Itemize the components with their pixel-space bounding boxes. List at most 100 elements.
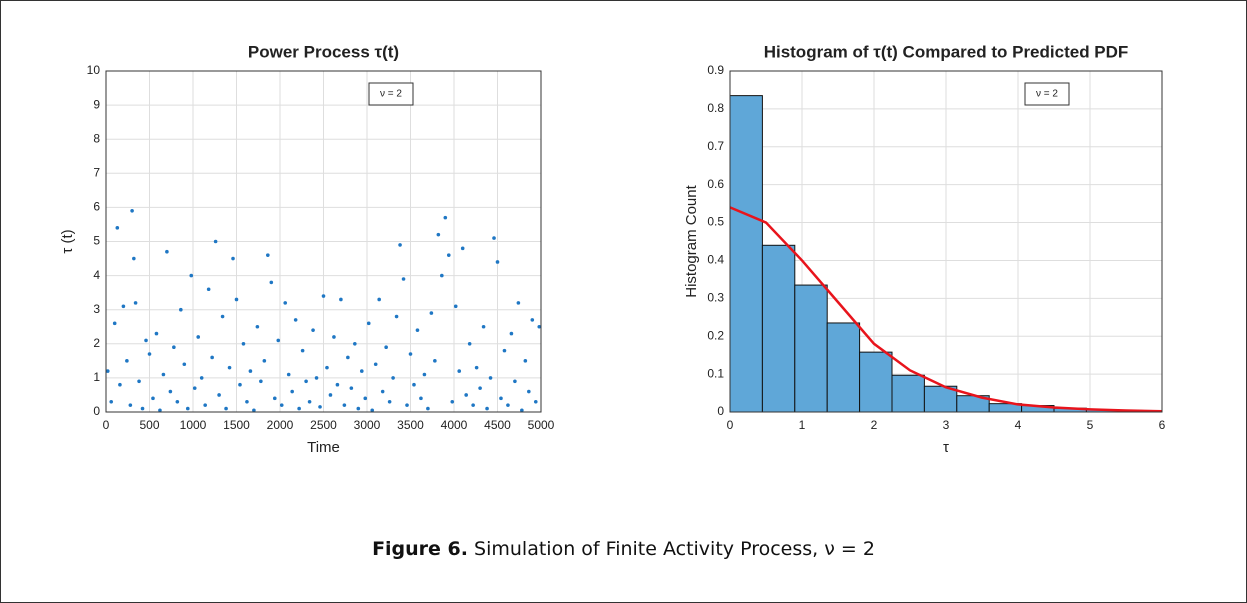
- point: [450, 399, 455, 404]
- y-tick-label: 0.5: [707, 215, 724, 229]
- point: [137, 379, 141, 384]
- histogram-bar: [826, 322, 861, 413]
- point: [346, 355, 350, 360]
- pdf-curve: [729, 206, 1163, 413]
- y-tick-label: 0: [93, 404, 100, 418]
- point: [429, 311, 434, 315]
- y-tick-label: 0.7: [707, 139, 724, 153]
- figure-caption: Figure 6. Simulation of Finite Activity …: [0, 538, 1247, 560]
- point: [408, 352, 413, 356]
- point: [366, 321, 371, 326]
- point: [412, 382, 416, 387]
- y-tick-label: 0.1: [707, 366, 724, 380]
- point: [133, 301, 138, 305]
- point: [436, 232, 441, 237]
- y-tick-label: 9: [93, 97, 100, 111]
- point: [342, 403, 347, 407]
- point: [471, 403, 475, 407]
- x-tick-label: 3000: [354, 418, 381, 432]
- point: [196, 335, 201, 339]
- point: [168, 389, 173, 394]
- point: [238, 382, 242, 387]
- chart-title: Power Process τ(t): [248, 42, 399, 61]
- point: [158, 408, 162, 413]
- y-tick-label: 4: [93, 268, 100, 282]
- annotation-box: [368, 82, 414, 106]
- x-tick-label: 5000: [528, 418, 555, 432]
- histogram-bar: [891, 374, 925, 413]
- point: [189, 273, 194, 278]
- point: [464, 393, 468, 397]
- y-tick-label: 0.8: [707, 101, 724, 115]
- point: [128, 403, 133, 407]
- x-tick-label: 0: [727, 418, 734, 432]
- point: [241, 342, 246, 346]
- point: [109, 399, 114, 404]
- point: [213, 239, 218, 244]
- point: [286, 372, 291, 377]
- point: [485, 406, 489, 411]
- point: [297, 406, 301, 411]
- y-tick-label: 2: [93, 336, 100, 350]
- point: [245, 399, 249, 404]
- point: [422, 372, 427, 377]
- point: [474, 365, 479, 370]
- point: [118, 382, 122, 387]
- point: [492, 236, 496, 240]
- point: [509, 331, 514, 336]
- point: [467, 342, 472, 346]
- point: [217, 393, 221, 397]
- point: [415, 328, 420, 332]
- x-tick-label: 500: [139, 418, 159, 432]
- point: [318, 405, 322, 409]
- point: [259, 379, 263, 384]
- annotation: ν = 2: [1036, 89, 1058, 100]
- point: [206, 287, 211, 292]
- point: [144, 338, 148, 343]
- point: [151, 396, 155, 401]
- point: [192, 386, 197, 390]
- point: [502, 348, 507, 353]
- point: [356, 406, 361, 411]
- point: [147, 352, 152, 356]
- figure: 0 500 1000 1500 2000 2500 3000 3500 4000 4500 5000…: [59, 42, 1166, 456]
- point: [321, 294, 326, 298]
- point: [488, 376, 493, 380]
- point: [419, 396, 423, 401]
- point: [269, 280, 274, 285]
- point: [266, 253, 270, 257]
- point: [533, 399, 538, 404]
- histogram-bar: [761, 244, 796, 413]
- point: [220, 314, 225, 319]
- annotation-box: [1024, 82, 1070, 106]
- x-tick-label: 0: [103, 418, 110, 432]
- point: [377, 297, 381, 302]
- point: [537, 324, 542, 329]
- point: [231, 256, 235, 261]
- point: [283, 301, 288, 305]
- x-tick-label: 3500: [397, 418, 424, 432]
- point: [185, 406, 190, 411]
- point: [433, 359, 437, 363]
- point: [394, 314, 399, 319]
- x-tick-label: 1500: [223, 418, 250, 432]
- point: [527, 389, 531, 394]
- y-tick-label: 0.9: [707, 63, 724, 77]
- histogram-bar: [794, 284, 828, 413]
- x-axis-label: τ: [943, 439, 949, 456]
- point: [325, 365, 329, 370]
- point: [506, 403, 510, 407]
- point: [161, 372, 166, 377]
- y-tick-label: 5: [93, 234, 100, 248]
- point: [384, 345, 388, 350]
- point: [165, 249, 169, 254]
- point: [140, 406, 145, 411]
- point: [175, 399, 180, 404]
- point: [495, 260, 500, 264]
- y-tick-label: 0: [717, 404, 724, 418]
- point: [523, 359, 528, 363]
- point: [130, 209, 134, 213]
- point: [210, 355, 214, 360]
- point: [252, 408, 256, 413]
- point: [443, 215, 448, 220]
